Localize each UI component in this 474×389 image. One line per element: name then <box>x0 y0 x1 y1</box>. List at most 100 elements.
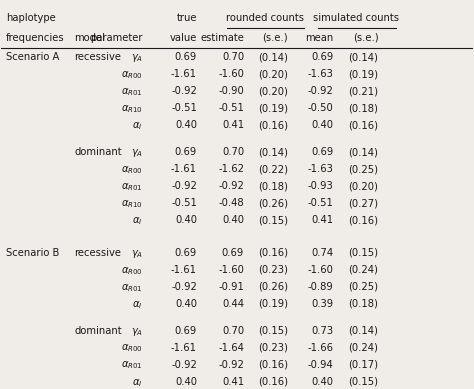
Text: -0.89: -0.89 <box>308 282 334 292</box>
Text: (0.26): (0.26) <box>258 198 288 208</box>
Text: -1.60: -1.60 <box>218 265 244 275</box>
Text: 0.40: 0.40 <box>175 377 197 387</box>
Text: 0.69: 0.69 <box>175 52 197 62</box>
Text: 0.40: 0.40 <box>222 215 244 225</box>
Text: $\alpha_{R01}$: $\alpha_{R01}$ <box>121 86 143 98</box>
Text: value: value <box>170 33 197 43</box>
Text: $\alpha_{R01}$: $\alpha_{R01}$ <box>121 282 143 294</box>
Text: simulated counts: simulated counts <box>313 12 399 23</box>
Text: $\alpha_{R00}$: $\alpha_{R00}$ <box>121 69 143 81</box>
Text: (0.20): (0.20) <box>348 181 378 191</box>
Text: -0.94: -0.94 <box>308 360 334 370</box>
Text: -0.51: -0.51 <box>308 198 334 208</box>
Text: (0.19): (0.19) <box>348 69 378 79</box>
Text: 0.69: 0.69 <box>175 326 197 336</box>
Text: (0.14): (0.14) <box>348 326 378 336</box>
Text: (0.25): (0.25) <box>348 164 378 174</box>
Text: 0.41: 0.41 <box>222 120 244 130</box>
Text: 0.69: 0.69 <box>175 248 197 258</box>
Text: mean: mean <box>305 33 334 43</box>
Text: -0.92: -0.92 <box>171 360 197 370</box>
Text: (0.16): (0.16) <box>348 215 378 225</box>
Text: -0.92: -0.92 <box>218 360 244 370</box>
Text: -0.92: -0.92 <box>218 181 244 191</box>
Text: (0.24): (0.24) <box>348 343 378 353</box>
Text: -1.64: -1.64 <box>218 343 244 353</box>
Text: -1.60: -1.60 <box>218 69 244 79</box>
Text: -0.48: -0.48 <box>219 198 244 208</box>
Text: (0.20): (0.20) <box>258 69 288 79</box>
Text: $\alpha_{R01}$: $\alpha_{R01}$ <box>121 181 143 193</box>
Text: recessive: recessive <box>74 52 121 62</box>
Text: -1.63: -1.63 <box>308 164 334 174</box>
Text: 0.70: 0.70 <box>222 147 244 157</box>
Text: 0.40: 0.40 <box>175 120 197 130</box>
Text: -0.91: -0.91 <box>218 282 244 292</box>
Text: $\alpha_{R01}$: $\alpha_{R01}$ <box>121 360 143 371</box>
Text: $\alpha_{R00}$: $\alpha_{R00}$ <box>121 265 143 277</box>
Text: $\gamma_A$: $\gamma_A$ <box>130 326 143 338</box>
Text: 0.69: 0.69 <box>222 248 244 258</box>
Text: -0.92: -0.92 <box>171 86 197 96</box>
Text: 0.70: 0.70 <box>222 52 244 62</box>
Text: parameter: parameter <box>90 33 143 43</box>
Text: $\alpha_{R10}$: $\alpha_{R10}$ <box>121 103 143 115</box>
Text: -0.51: -0.51 <box>171 198 197 208</box>
Text: $\alpha_I$: $\alpha_I$ <box>132 120 143 132</box>
Text: -0.92: -0.92 <box>308 86 334 96</box>
Text: 0.69: 0.69 <box>311 147 334 157</box>
Text: $\alpha_I$: $\alpha_I$ <box>132 299 143 311</box>
Text: 0.44: 0.44 <box>222 299 244 309</box>
Text: haplotype: haplotype <box>6 12 56 23</box>
Text: 0.73: 0.73 <box>311 326 334 336</box>
Text: 0.40: 0.40 <box>175 299 197 309</box>
Text: (0.25): (0.25) <box>348 282 378 292</box>
Text: (0.17): (0.17) <box>348 360 378 370</box>
Text: (0.15): (0.15) <box>348 377 378 387</box>
Text: 0.41: 0.41 <box>311 215 334 225</box>
Text: (0.14): (0.14) <box>258 52 288 62</box>
Text: (0.15): (0.15) <box>348 248 378 258</box>
Text: -0.51: -0.51 <box>218 103 244 113</box>
Text: $\gamma_A$: $\gamma_A$ <box>130 248 143 260</box>
Text: (0.26): (0.26) <box>258 282 288 292</box>
Text: (0.14): (0.14) <box>348 147 378 157</box>
Text: dominant: dominant <box>74 147 122 157</box>
Text: 0.69: 0.69 <box>311 52 334 62</box>
Text: 0.69: 0.69 <box>175 147 197 157</box>
Text: 0.40: 0.40 <box>311 377 334 387</box>
Text: (s.e.): (s.e.) <box>262 33 288 43</box>
Text: -0.92: -0.92 <box>171 282 197 292</box>
Text: (0.23): (0.23) <box>258 265 288 275</box>
Text: (0.27): (0.27) <box>348 198 378 208</box>
Text: recessive: recessive <box>74 248 121 258</box>
Text: estimate: estimate <box>200 33 244 43</box>
Text: $\gamma_A$: $\gamma_A$ <box>130 147 143 159</box>
Text: (0.22): (0.22) <box>258 164 288 174</box>
Text: (0.21): (0.21) <box>348 86 378 96</box>
Text: -0.50: -0.50 <box>308 103 334 113</box>
Text: -1.62: -1.62 <box>218 164 244 174</box>
Text: -1.61: -1.61 <box>171 69 197 79</box>
Text: (0.19): (0.19) <box>258 299 288 309</box>
Text: dominant: dominant <box>74 326 122 336</box>
Text: -1.61: -1.61 <box>171 343 197 353</box>
Text: rounded counts: rounded counts <box>226 12 304 23</box>
Text: 0.40: 0.40 <box>175 215 197 225</box>
Text: -0.93: -0.93 <box>308 181 334 191</box>
Text: (0.18): (0.18) <box>348 299 378 309</box>
Text: $\gamma_A$: $\gamma_A$ <box>130 52 143 64</box>
Text: (0.15): (0.15) <box>258 215 288 225</box>
Text: -1.60: -1.60 <box>308 265 334 275</box>
Text: (0.18): (0.18) <box>348 103 378 113</box>
Text: frequencies: frequencies <box>6 33 65 43</box>
Text: -0.51: -0.51 <box>171 103 197 113</box>
Text: (0.16): (0.16) <box>348 120 378 130</box>
Text: 0.40: 0.40 <box>311 120 334 130</box>
Text: $\alpha_{R00}$: $\alpha_{R00}$ <box>121 343 143 354</box>
Text: (0.18): (0.18) <box>258 181 288 191</box>
Text: (0.20): (0.20) <box>258 86 288 96</box>
Text: (0.14): (0.14) <box>348 52 378 62</box>
Text: 0.39: 0.39 <box>311 299 334 309</box>
Text: (0.24): (0.24) <box>348 265 378 275</box>
